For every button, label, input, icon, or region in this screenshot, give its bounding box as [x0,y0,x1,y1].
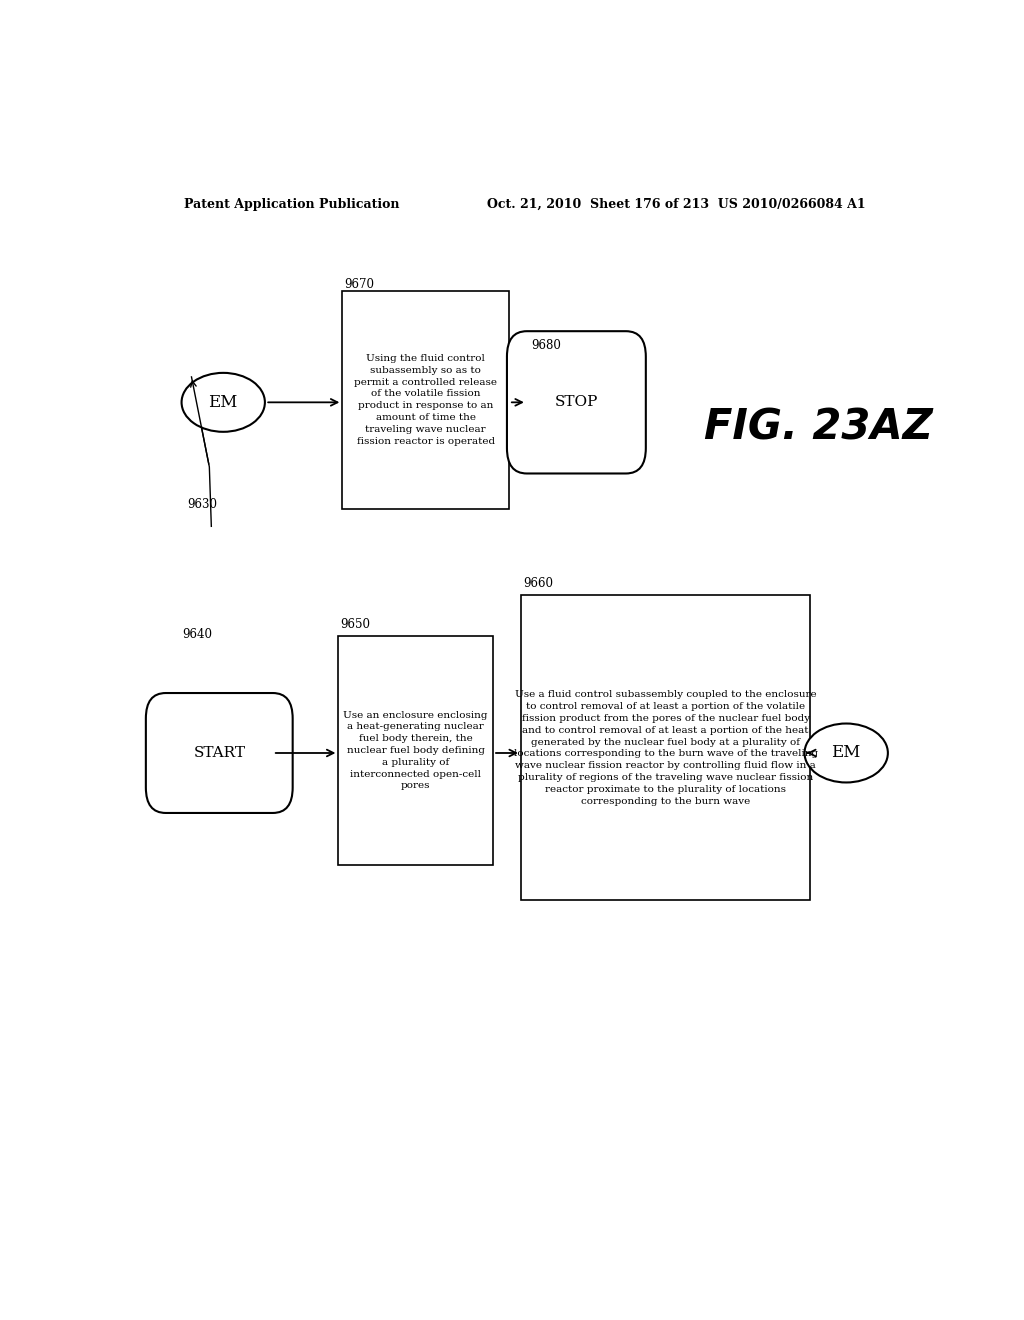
Text: Oct. 21, 2010  Sheet 176 of 213  US 2010/0266084 A1: Oct. 21, 2010 Sheet 176 of 213 US 2010/0… [487,198,866,211]
Text: 9670: 9670 [344,277,374,290]
Text: 9630: 9630 [187,498,217,511]
Text: FIG. 23AZ: FIG. 23AZ [705,407,933,449]
Text: Patent Application Publication: Patent Application Publication [183,198,399,211]
FancyBboxPatch shape [145,693,293,813]
Text: Using the fluid control
subassembly so as to
permit a controlled release
of the : Using the fluid control subassembly so a… [354,354,497,446]
Text: 9660: 9660 [523,577,553,590]
Text: START: START [194,746,246,760]
FancyBboxPatch shape [342,290,509,510]
Ellipse shape [805,723,888,783]
FancyBboxPatch shape [521,595,811,900]
Text: EM: EM [831,744,861,762]
Text: STOP: STOP [555,395,598,409]
Text: 9640: 9640 [182,628,212,642]
Text: 9650: 9650 [341,618,371,631]
Ellipse shape [181,372,265,432]
Text: 9680: 9680 [530,338,560,351]
Text: Use a fluid control subassembly coupled to the enclosure
to control removal of a: Use a fluid control subassembly coupled … [514,690,818,805]
FancyBboxPatch shape [507,331,646,474]
Text: Use an enclosure enclosing
a heat-generating nuclear
fuel body therein, the
nucl: Use an enclosure enclosing a heat-genera… [343,710,487,791]
Text: EM: EM [209,393,238,411]
FancyBboxPatch shape [338,636,494,865]
